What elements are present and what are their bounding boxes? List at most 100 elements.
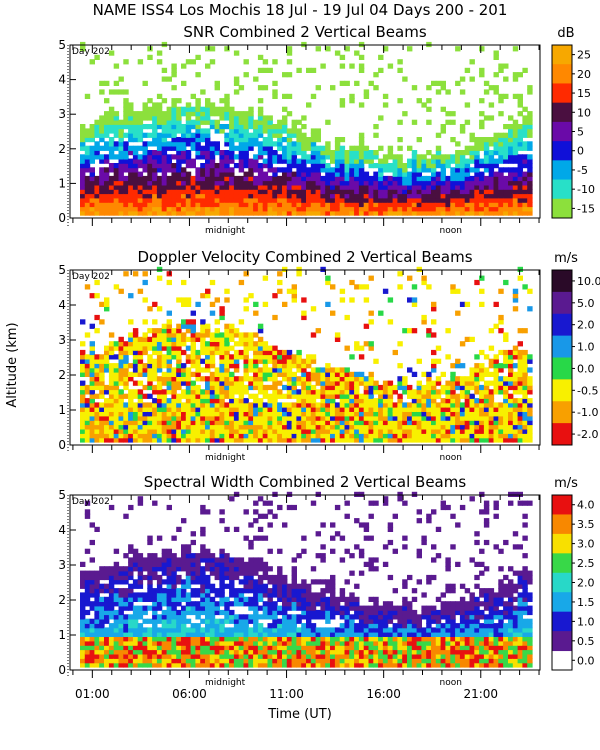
heatmap-cell (267, 150, 273, 156)
heatmap-cell (113, 433, 120, 439)
heatmap-cell (161, 358, 168, 364)
heatmap-cell (200, 150, 206, 156)
heatmap-cell (421, 384, 427, 391)
heatmap-cell (320, 406, 326, 412)
heatmap-cell (262, 150, 269, 156)
heatmap-cell (99, 384, 105, 391)
heatmap-cell (431, 171, 437, 177)
heatmap-cell (479, 301, 485, 307)
heatmap-cell (181, 323, 187, 329)
heatmap-cell (94, 354, 100, 360)
heatmap-cell (431, 332, 437, 338)
heatmap-cell (411, 180, 418, 186)
heatmap-cell (512, 349, 519, 356)
heatmap-cell (176, 384, 182, 391)
heatmap-cell (132, 150, 139, 156)
heatmap-cell (320, 184, 326, 190)
heatmap-cell (387, 175, 394, 182)
heatmap-cell (181, 319, 187, 325)
heatmap-cell (445, 158, 451, 164)
heatmap-cell (185, 163, 192, 169)
heatmap-cell (171, 137, 177, 143)
heatmap-cell (354, 284, 360, 290)
heatmap-cell (132, 175, 139, 182)
heatmap-cell (171, 415, 177, 421)
heatmap-cell (257, 380, 264, 386)
heatmap-cell (190, 141, 196, 147)
heatmap-cell (166, 592, 172, 598)
heatmap-cell (397, 380, 403, 386)
heatmap-cell (301, 437, 307, 443)
heatmap-cell (397, 406, 403, 412)
heatmap-cell (325, 184, 331, 190)
heatmap-cell (205, 193, 211, 199)
heatmap-cell (455, 163, 461, 169)
heatmap-cell (508, 358, 514, 364)
heatmap-cell (89, 411, 95, 417)
heatmap-cell (166, 371, 172, 377)
heatmap-cell (128, 336, 134, 342)
heatmap-cell (132, 419, 139, 426)
heatmap-cell (128, 406, 134, 412)
heatmap-cell (267, 67, 273, 73)
heatmap-cell (296, 363, 302, 369)
heatmap-cell (469, 376, 475, 382)
heatmap-cell (229, 175, 235, 182)
heatmap-cell (267, 367, 273, 373)
heatmap-cell (181, 605, 187, 611)
heatmap-cell (243, 175, 249, 182)
heatmap-cell (286, 197, 293, 203)
heatmap-cell (205, 380, 211, 386)
heatmap-cell (104, 658, 110, 664)
heatmap-cell (128, 588, 134, 594)
heatmap-cell (229, 574, 235, 581)
heatmap-cell (272, 384, 278, 391)
heatmap-cell (253, 137, 259, 143)
heatmap-cell (190, 623, 196, 629)
heatmap-cell (248, 627, 254, 633)
heatmap-cell (94, 605, 100, 611)
heatmap-cell (469, 380, 475, 386)
heatmap-cell (147, 188, 153, 195)
heatmap-cell (277, 175, 283, 182)
heatmap-cell (469, 76, 475, 82)
heatmap-cell (435, 145, 442, 151)
heatmap-cell (445, 389, 451, 395)
heatmap-cell (301, 115, 307, 121)
heatmap-cell (123, 132, 129, 138)
heatmap-cell (161, 332, 168, 338)
heatmap-cell (291, 380, 297, 386)
heatmap-cell (248, 358, 254, 364)
heatmap-cell (306, 363, 312, 369)
heatmap-cell (320, 210, 326, 216)
heatmap-cell (137, 175, 144, 182)
heatmap-cell (416, 158, 422, 164)
heatmap-cell (176, 163, 182, 169)
heatmap-cell (248, 601, 254, 607)
heatmap-cell (185, 180, 192, 186)
heatmap-cell (113, 649, 120, 655)
heatmap-cell (171, 402, 177, 408)
heatmap-cell (301, 406, 307, 412)
heatmap-cell (416, 201, 422, 208)
heatmap-cell (123, 197, 129, 203)
heatmap-cell (440, 128, 446, 134)
heatmap-cell (416, 406, 422, 412)
heatmap-cell (411, 163, 418, 169)
heatmap-cell (171, 201, 177, 208)
heatmap-cell (354, 341, 360, 347)
heatmap-cell (200, 509, 206, 515)
heatmap-cell (426, 106, 432, 112)
heatmap-cell (363, 411, 370, 417)
heatmap-cell (108, 570, 115, 576)
heatmap-cell (373, 132, 379, 138)
heatmap-cell (248, 188, 254, 195)
heatmap-cell (450, 411, 456, 417)
heatmap-cell (224, 649, 230, 655)
heatmap-cell (368, 433, 374, 439)
heatmap-cell (325, 301, 331, 307)
heatmap-cell (152, 167, 158, 173)
heatmap-cell (373, 428, 379, 434)
heatmap-cell (498, 328, 504, 334)
heatmap-cell (233, 119, 240, 125)
